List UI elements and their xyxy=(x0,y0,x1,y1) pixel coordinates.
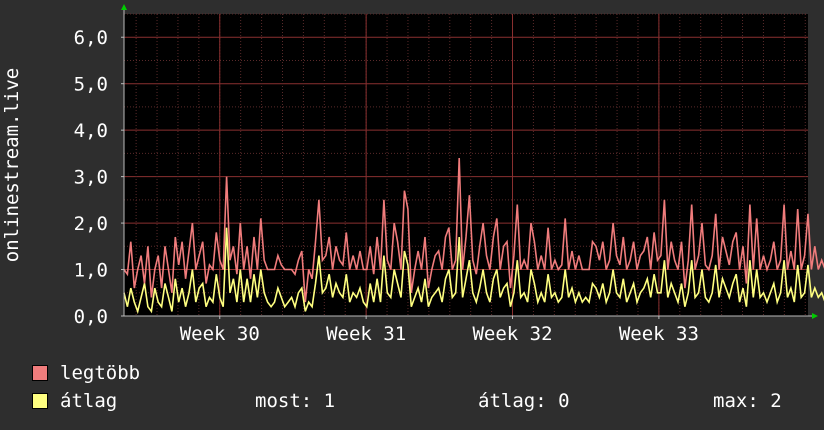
y-axis-arrow-icon xyxy=(121,4,127,10)
y-tick-label: 5,0 xyxy=(74,74,108,96)
series-line-max xyxy=(123,157,824,303)
series-line-avg xyxy=(123,227,824,315)
x-tick-labels: Week 30 Week 31 Week 32 Week 33 xyxy=(180,316,699,345)
y-tick-label: 4,0 xyxy=(74,120,108,142)
plot-area xyxy=(124,14,808,316)
y-tick-label: 2,0 xyxy=(74,213,108,235)
y-tick-label: 3,0 xyxy=(74,167,108,189)
y-tick-label: 6,0 xyxy=(74,27,108,49)
x-axis-arrow-icon xyxy=(812,313,818,319)
grid xyxy=(124,13,808,317)
x-tick-label: Week 32 xyxy=(472,323,552,345)
y-tick-label: 1,0 xyxy=(74,260,108,282)
x-tick-label: Week 31 xyxy=(326,323,406,345)
y-tick-label: 0,0 xyxy=(74,306,108,328)
axes xyxy=(121,4,818,319)
x-tick-label: Week 33 xyxy=(619,323,699,345)
x-tick-label: Week 30 xyxy=(180,323,260,345)
y-tick-labels: 0,0 1,0 2,0 3,0 4,0 5,0 6,0 xyxy=(74,27,124,328)
series-layer xyxy=(123,157,824,315)
y-axis-label: onlinestream.live xyxy=(1,68,23,262)
